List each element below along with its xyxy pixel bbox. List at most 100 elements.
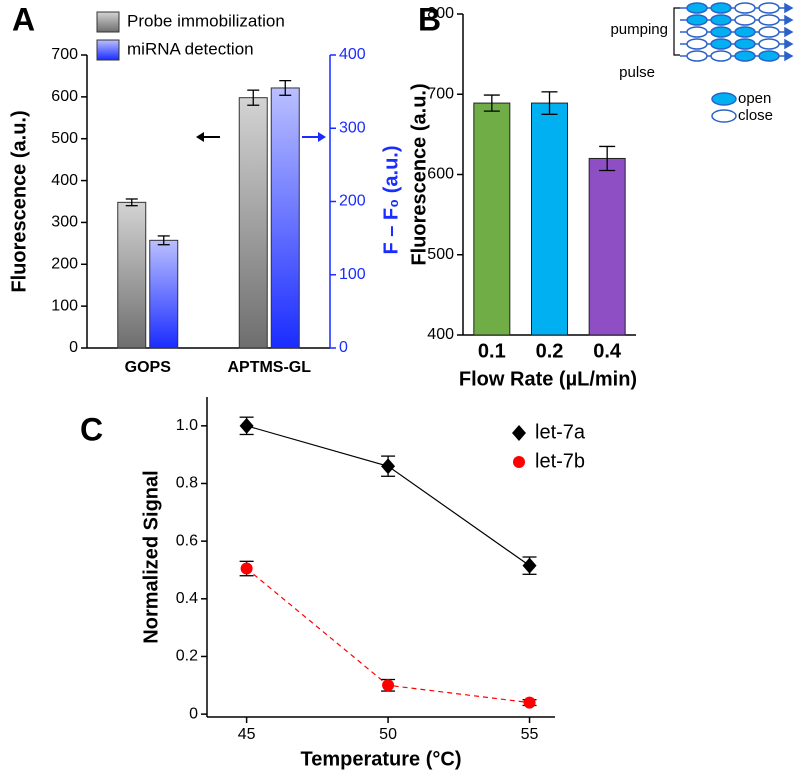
y-tick-label: 600: [427, 166, 454, 183]
valve: [734, 38, 756, 50]
bar: [117, 201, 147, 349]
y-tick-label: 0: [69, 339, 78, 356]
panel-letter: B: [418, 1, 441, 37]
valve: [758, 38, 780, 50]
flow-arrow: [784, 50, 794, 62]
y2-tick-label: 400: [339, 46, 366, 63]
valve: [710, 38, 732, 50]
y2-axis-title: F – F₀ (a.u.): [380, 145, 402, 254]
marker: [523, 696, 536, 709]
legend-swatch: [96, 11, 120, 33]
bar: [149, 239, 179, 349]
axis-arrows: [196, 132, 326, 142]
flow-arrow: [784, 14, 794, 26]
valve: [734, 14, 756, 26]
valve: [734, 2, 756, 14]
valve: [710, 50, 732, 62]
valve: [758, 50, 780, 62]
y-tick-label: 700: [51, 46, 78, 63]
y-tick-label: 200: [51, 256, 78, 273]
x-tick-label: 45: [238, 726, 256, 743]
error-bar: [483, 94, 500, 112]
bar: [531, 102, 568, 336]
bar: [270, 87, 300, 349]
valve: [710, 2, 732, 14]
valve: [686, 38, 708, 50]
valve: [734, 50, 756, 62]
series-line: [246, 425, 530, 567]
valve: [686, 50, 708, 62]
flow-arrow: [784, 38, 794, 50]
legend-marker: [513, 456, 525, 468]
error-bar: [541, 91, 558, 115]
legend-marker: [512, 425, 526, 441]
y-tick-label: 0.8: [176, 475, 198, 492]
marker: [381, 458, 396, 475]
flow-arrow: [784, 2, 794, 14]
y-tick-label: 0.4: [176, 590, 198, 607]
y-tick-label: 700: [427, 85, 454, 102]
y-tick-label: 400: [427, 326, 454, 343]
y-tick-label: 300: [51, 214, 78, 231]
x-tick-label: 0.2: [536, 340, 564, 362]
marker: [240, 562, 253, 575]
y-axis-title: Normalized Signal: [140, 470, 162, 643]
y2-tick-label: 200: [339, 193, 366, 210]
valve: [758, 26, 780, 38]
panel-letter: A: [12, 1, 35, 37]
y-tick-label: 500: [51, 130, 78, 147]
annotation: open: [738, 90, 771, 107]
valve-diagram: [673, 2, 794, 123]
marker: [522, 557, 537, 574]
error-bar: [599, 145, 616, 172]
x-tick-label: GOPS: [125, 359, 172, 376]
y-tick-label: 0.2: [176, 648, 198, 665]
y-tick-label: 600: [51, 88, 78, 105]
valve: [686, 2, 708, 14]
y2-tick-label: 0: [339, 339, 348, 356]
panel-letter: C: [80, 411, 103, 447]
bar: [473, 102, 511, 336]
marker: [382, 679, 395, 692]
legend-label: miRNA detection: [127, 39, 254, 58]
valve: [734, 26, 756, 38]
y-tick-label: 400: [51, 172, 78, 189]
valve: [758, 2, 780, 14]
y-axis-title: Fluorescence (a.u.): [408, 83, 430, 265]
error-bar: [157, 235, 170, 246]
x-tick-label: 0.4: [593, 340, 622, 362]
legend-swatch: [96, 39, 120, 61]
legend-label: let-7a: [535, 421, 586, 443]
x-axis-title: Flow Rate (µL/min): [459, 368, 637, 390]
x-tick-label: 50: [379, 726, 397, 743]
valve: [710, 26, 732, 38]
annotation: pumping: [610, 21, 668, 38]
legend-label: let-7b: [535, 450, 585, 472]
y2-tick-label: 300: [339, 119, 366, 136]
y-tick-label: 0.6: [176, 532, 198, 549]
y-tick-label: 0: [189, 705, 198, 722]
error-bar: [247, 89, 260, 106]
valve: [686, 26, 708, 38]
y-axis-title: Fluorescence (a.u.): [8, 110, 30, 292]
marker: [239, 417, 254, 434]
x-axis-title: Temperature (°C): [301, 748, 462, 770]
y-tick-label: 500: [427, 246, 454, 263]
y-tick-label: 800: [427, 5, 454, 22]
y2-tick-label: 100: [339, 266, 366, 283]
bar: [238, 97, 268, 349]
annotation: pulse: [619, 64, 655, 81]
error-bar: [279, 79, 292, 96]
x-tick-label: 0.1: [478, 340, 506, 362]
x-tick-label: 55: [521, 726, 539, 743]
flow-arrow: [784, 26, 794, 38]
error-bar: [125, 198, 138, 207]
y-tick-label: 1.0: [176, 417, 198, 434]
valve: [686, 14, 708, 26]
valve: [758, 14, 780, 26]
annotation: close: [738, 107, 773, 124]
bar: [588, 157, 626, 336]
valve: [710, 14, 732, 26]
legend-label: Probe immobilization: [127, 11, 285, 30]
